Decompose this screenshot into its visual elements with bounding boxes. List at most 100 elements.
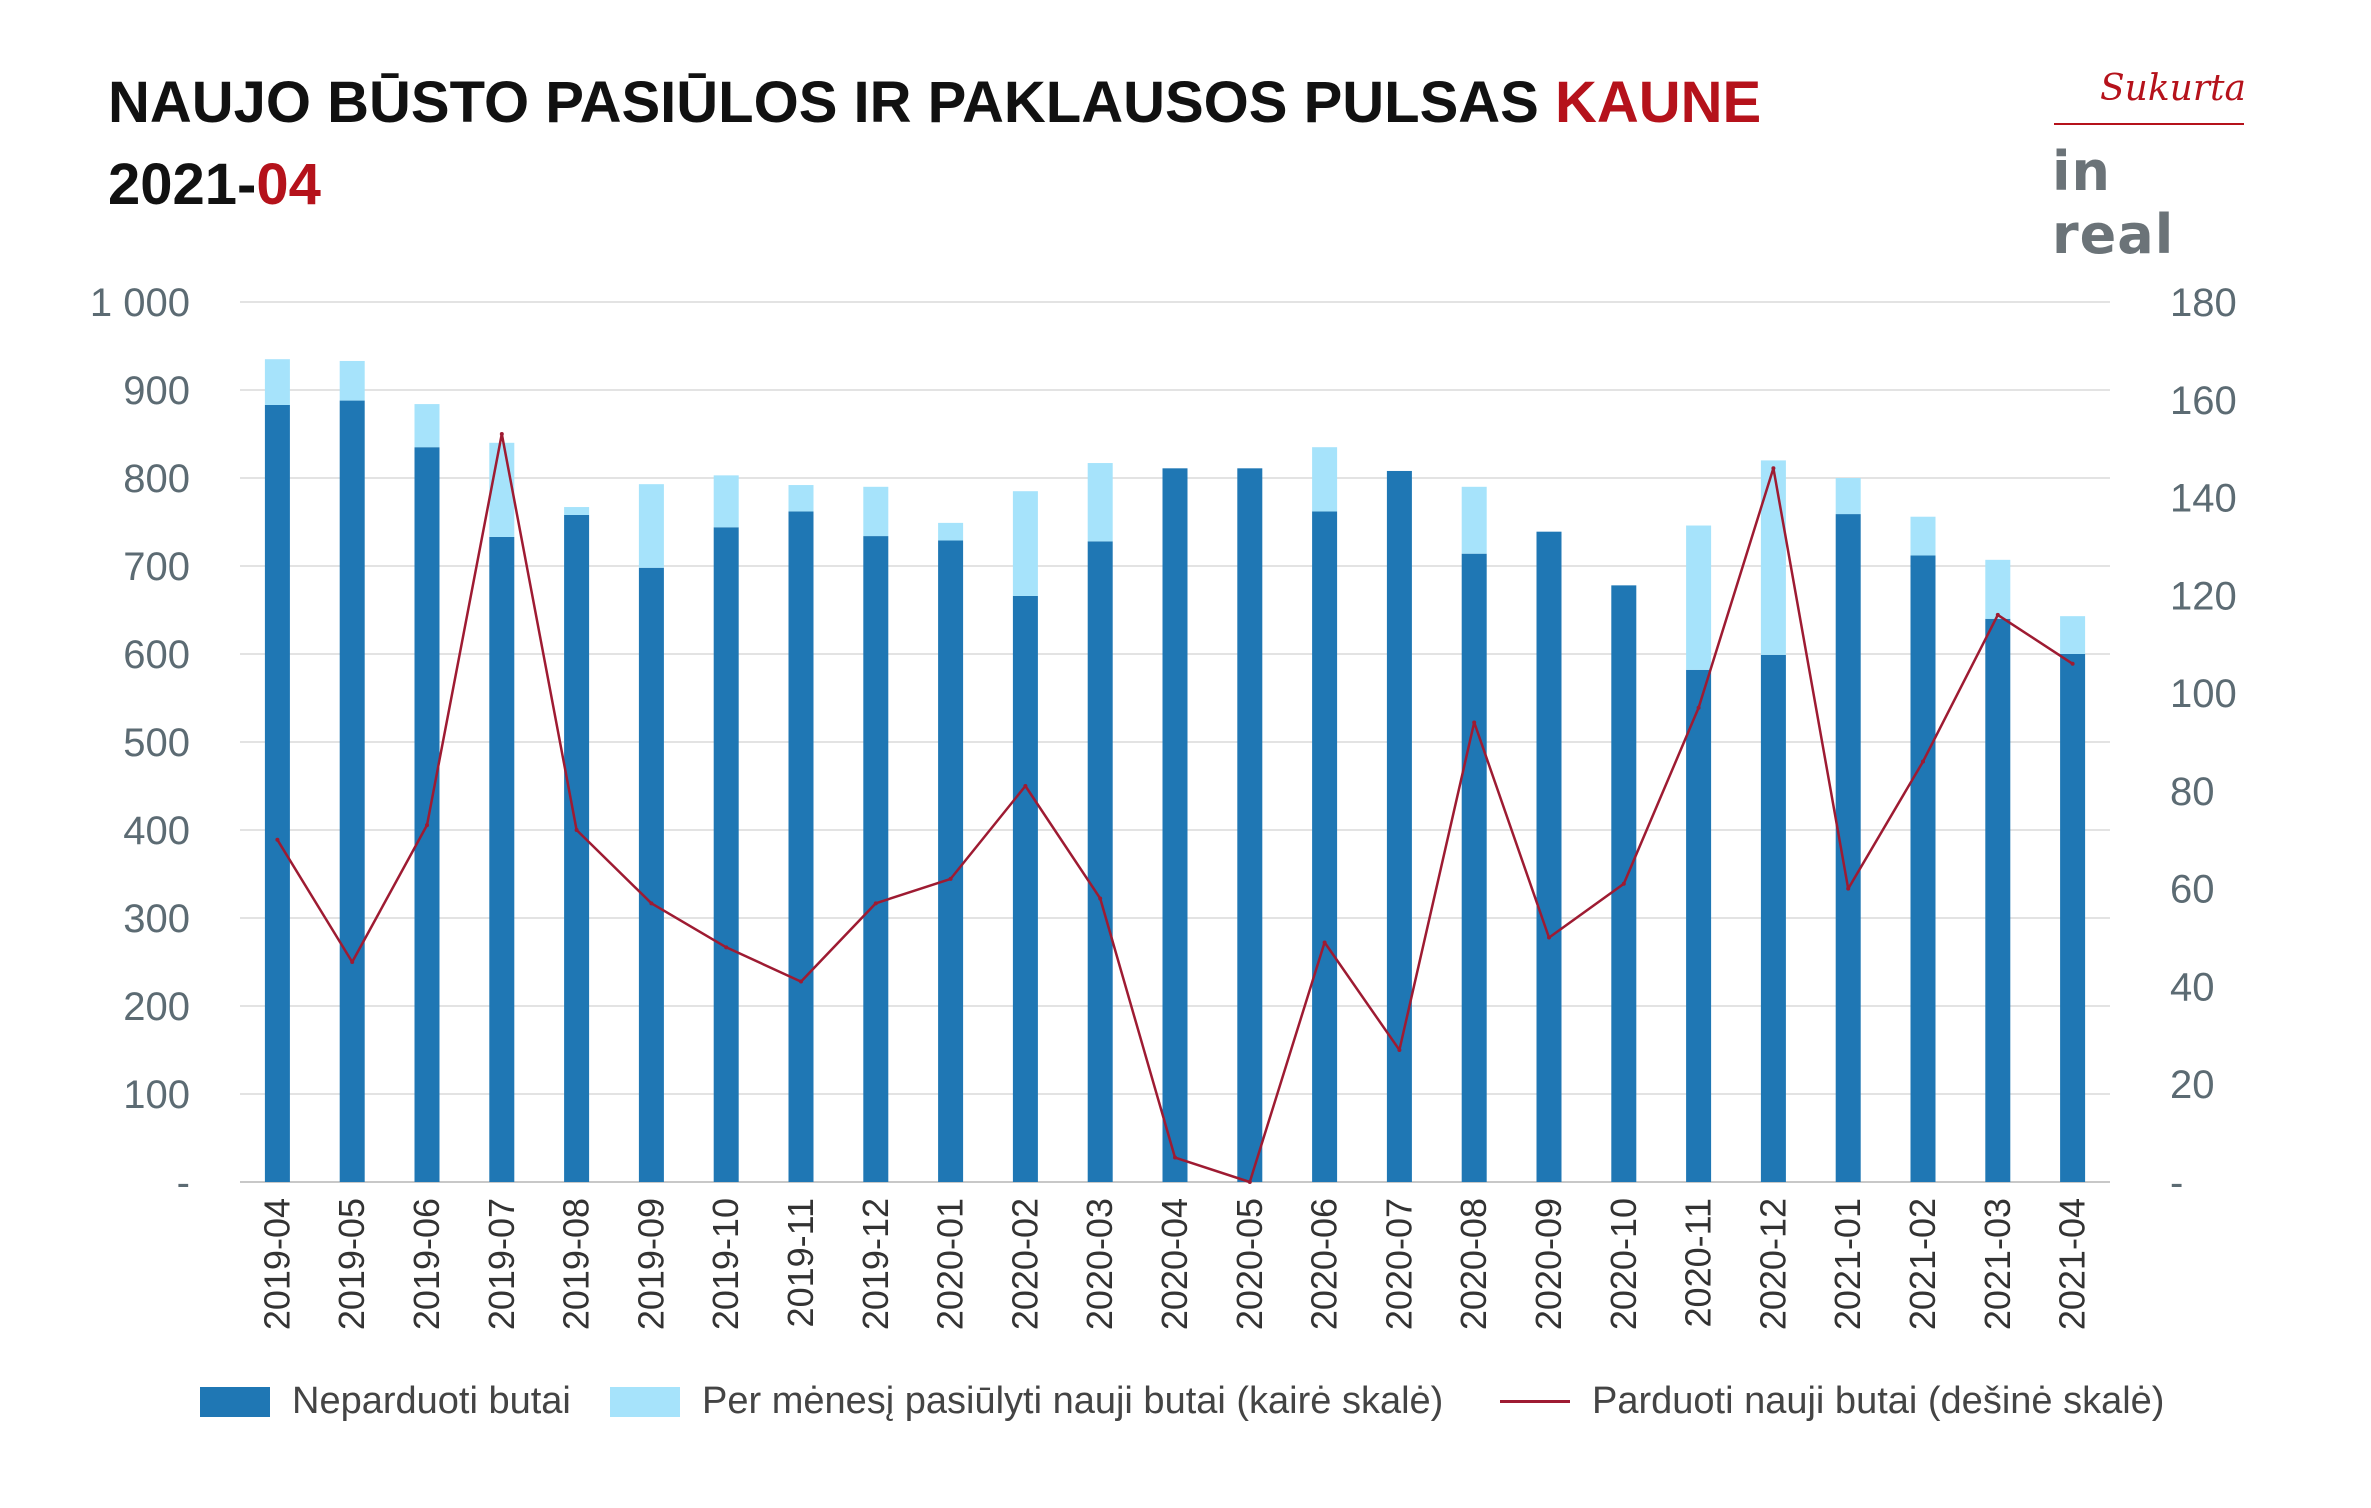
sold-point — [948, 876, 953, 881]
y-right-tick-label: 160 — [2170, 379, 2237, 423]
sold-point — [873, 901, 878, 906]
x-tick-label: 2021-04 — [2052, 1198, 2093, 1330]
sold-point — [1173, 1155, 1177, 1160]
bar-offered — [1012, 491, 1038, 596]
sold-point — [799, 979, 803, 984]
x-tick-label: 2020-02 — [1004, 1198, 1045, 1330]
bar-offered — [638, 484, 664, 568]
x-tick-label: 2019-12 — [855, 1198, 896, 1330]
bar-unsold — [1835, 514, 1861, 1182]
y-left-tick-label: 300 — [123, 897, 190, 941]
logo-brand-text: in real — [2052, 140, 2175, 266]
x-tick-label: 2019-06 — [406, 1198, 447, 1330]
bar-unsold — [1461, 553, 1487, 1182]
sold-point — [1322, 940, 1327, 945]
bar-offered — [788, 485, 814, 512]
legend-label-unsold: Neparduoti butai — [292, 1380, 571, 1422]
y-right-tick-label: 100 — [2170, 672, 2237, 716]
x-tick-label: 2020-09 — [1528, 1198, 1569, 1330]
y-right-tick-label: 80 — [2170, 770, 2215, 814]
bar-unsold — [2060, 654, 2086, 1182]
y-left-tick-label: 1 000 — [90, 281, 190, 325]
y-left-tick-label: 400 — [123, 809, 190, 853]
y-right-tick-label: 60 — [2170, 868, 2215, 912]
bar-offered — [339, 360, 365, 401]
bar-offered — [564, 507, 590, 515]
sold-point — [1247, 1180, 1252, 1184]
bar-offered — [713, 475, 739, 528]
chart-subtitle: 2021-04 — [108, 144, 1761, 226]
sold-point — [1472, 720, 1477, 725]
logo-script-text: Sukurta — [2100, 68, 2246, 109]
x-tick-label: 2020-05 — [1229, 1198, 1270, 1330]
sold-point — [275, 837, 280, 842]
y-left-tick-label: - — [177, 1161, 190, 1205]
y-right-tick-label: 40 — [2170, 965, 2215, 1009]
x-tick-label: 2019-07 — [481, 1198, 522, 1330]
sold-point — [499, 432, 504, 436]
bar-unsold — [489, 536, 515, 1182]
x-tick-label: 2020-10 — [1603, 1198, 1644, 1330]
bar-offered — [1760, 460, 1786, 655]
sold-point — [425, 823, 429, 828]
x-tick-label: 2020-12 — [1752, 1198, 1793, 1330]
sold-point — [1397, 1048, 1402, 1052]
bar-unsold — [863, 536, 889, 1182]
bar-offered — [863, 486, 889, 537]
y-left-tick-label: 100 — [123, 1073, 190, 1117]
y-right-tick-label: 180 — [2170, 281, 2237, 325]
bar-offered — [489, 442, 515, 537]
bar-unsold — [1386, 470, 1412, 1183]
y-left-tick-label: 900 — [123, 369, 190, 413]
bar-unsold — [1985, 618, 2011, 1182]
y-right-tick-label: 20 — [2170, 1063, 2215, 1107]
sold-point — [1846, 886, 1851, 891]
chart-legend: Neparduoti butai Per mėnesį pasiūlyti na… — [0, 1380, 2371, 1440]
sold-point — [1098, 896, 1103, 901]
legend-swatch-sold — [1500, 1400, 1570, 1403]
legend-item-offered: Per mėnesį pasiūlyti nauji butai (kairė … — [610, 1380, 1443, 1423]
title-accent: KAUNE — [1554, 70, 1762, 135]
x-tick-label: 2019-05 — [331, 1198, 372, 1330]
bar-unsold — [1312, 511, 1338, 1182]
legend-swatch-unsold — [200, 1386, 270, 1417]
in-real-logo: Sukurta in real — [2040, 68, 2250, 266]
x-tick-label: 2020-03 — [1079, 1198, 1120, 1330]
bar-offered — [1985, 559, 2011, 619]
x-tick-label: 2019-11 — [780, 1198, 821, 1327]
sold-point — [649, 901, 654, 906]
chart-title: NAUJO BŪSTO PASIŪLOS IR PAKLAUSOS PULSAS… — [108, 62, 1761, 144]
logo-rule — [2054, 123, 2244, 125]
x-tick-label: 2020-11 — [1678, 1198, 1719, 1327]
sold-point — [350, 960, 355, 964]
bar-unsold — [1686, 669, 1712, 1182]
x-tick-label: 2019-08 — [556, 1198, 597, 1330]
bar-offered — [414, 404, 440, 448]
bar-unsold — [1087, 541, 1113, 1182]
bar-offered — [1312, 447, 1338, 512]
legend-item-sold: Parduoti nauji butai (dešinė skalė) — [1500, 1380, 2164, 1423]
title-main: NAUJO BŪSTO PASIŪLOS IR PAKLAUSOS PULSAS — [108, 70, 1555, 135]
sold-point — [1995, 612, 2000, 617]
bar-unsold — [1237, 468, 1263, 1182]
sold-point — [1023, 784, 1028, 788]
subtitle-main: 2021- — [108, 152, 257, 217]
x-tick-label: 2020-01 — [930, 1198, 971, 1330]
sold-point — [724, 945, 729, 950]
y-left-tick-label: 500 — [123, 721, 190, 765]
y-right-tick-label: 120 — [2170, 574, 2237, 618]
x-tick-label: 2021-03 — [1977, 1198, 2018, 1330]
y-left-tick-label: 700 — [123, 545, 190, 589]
y-right-tick-label: - — [2170, 1161, 2183, 1205]
bar-unsold — [1012, 595, 1038, 1182]
bar-unsold — [1162, 468, 1188, 1182]
sold-point — [574, 828, 579, 832]
bar-offered — [1835, 478, 1861, 515]
sold-point — [1771, 466, 1776, 471]
chart-title-block: NAUJO BŪSTO PASIŪLOS IR PAKLAUSOS PULSAS… — [108, 62, 1761, 226]
bar-unsold — [339, 400, 365, 1182]
bar-offered — [1461, 486, 1487, 554]
legend-item-unsold: Neparduoti butai — [200, 1380, 571, 1423]
y-right-tick-label: 140 — [2170, 477, 2237, 521]
bar-unsold — [1760, 654, 1786, 1182]
